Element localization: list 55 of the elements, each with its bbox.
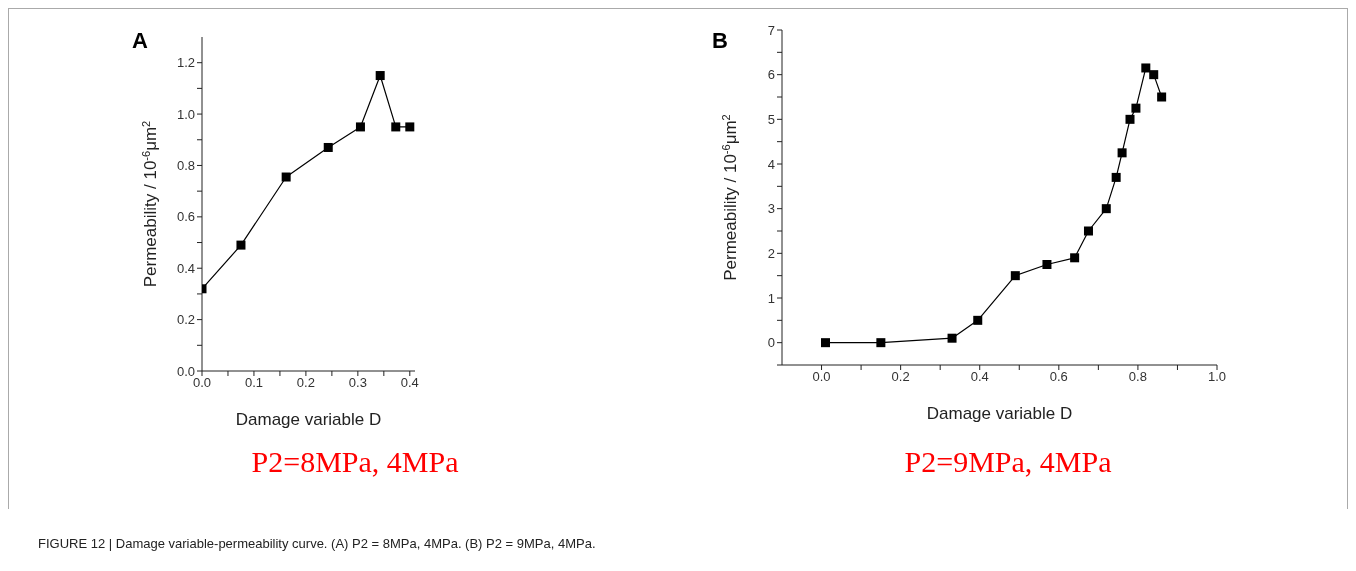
point [947, 333, 957, 343]
x-tick-label: 0.6 [1049, 369, 1068, 385]
x-tick-label: 0.8 [1128, 369, 1147, 385]
x-tick-label: 0.4 [970, 369, 989, 385]
point [1149, 70, 1159, 80]
y-tick-label: 0.4 [176, 260, 195, 276]
point [1070, 253, 1080, 263]
point [1111, 172, 1121, 182]
point [375, 71, 385, 81]
point [1117, 148, 1127, 158]
y-tick-label: 1.2 [176, 55, 195, 71]
y-tick-label: 2 [767, 245, 775, 261]
x-axis-title: Damage variable D [235, 410, 382, 429]
point [391, 122, 401, 132]
point [973, 315, 983, 325]
y-tick-label: 4 [767, 156, 775, 172]
x-tick-label: 0.1 [244, 375, 263, 391]
text: P2=9MPa, 4MPa [904, 445, 1112, 479]
y-tick-label: 1 [767, 290, 775, 306]
y-tick-label: 3 [767, 201, 775, 217]
point [355, 122, 365, 132]
chart-title: A [132, 28, 148, 54]
y-tick-label: 0.8 [176, 158, 195, 174]
point [876, 338, 886, 348]
point [1141, 63, 1151, 73]
x-axis-title: Damage variable D [926, 404, 1073, 423]
point [821, 338, 830, 348]
point [405, 122, 415, 132]
y-tick-label: 1.0 [176, 106, 195, 122]
y-tick-label: 6 [767, 67, 775, 83]
y-tick-label: 7 [767, 22, 775, 38]
chart-title: B [712, 28, 728, 54]
y-tick-label: 0 [767, 335, 775, 351]
point [1083, 226, 1093, 236]
point [323, 142, 333, 152]
point [1131, 103, 1141, 113]
x-tick-label: 0.0 [812, 369, 831, 385]
point [1101, 204, 1111, 214]
x-tick-label: 0.2 [296, 375, 315, 391]
y-tick-label: 5 [767, 111, 775, 127]
x-tick-label: 0.3 [348, 375, 367, 391]
point [1125, 114, 1135, 124]
point [1010, 271, 1020, 281]
caption: FIGURE 12 | Damage variable-permeability curve. (A) P2 = 8MPa, 4MPa. (B) P2 = 9MPa, 4MPa. [38, 536, 596, 551]
x-tick-label: 0.0 [192, 375, 212, 391]
y-tick-label: 0.2 [176, 312, 195, 328]
x-tick-label: 0.2 [891, 369, 910, 385]
x-tick-label: 0.4 [400, 375, 419, 391]
text: P2=8MPa, 4MPa [251, 445, 459, 479]
point [1157, 92, 1167, 102]
x-tick-label: 1.0 [1207, 369, 1227, 385]
y-tick-label: 0.6 [176, 209, 195, 225]
point [281, 172, 291, 182]
point [236, 240, 246, 250]
point [1042, 260, 1052, 269]
